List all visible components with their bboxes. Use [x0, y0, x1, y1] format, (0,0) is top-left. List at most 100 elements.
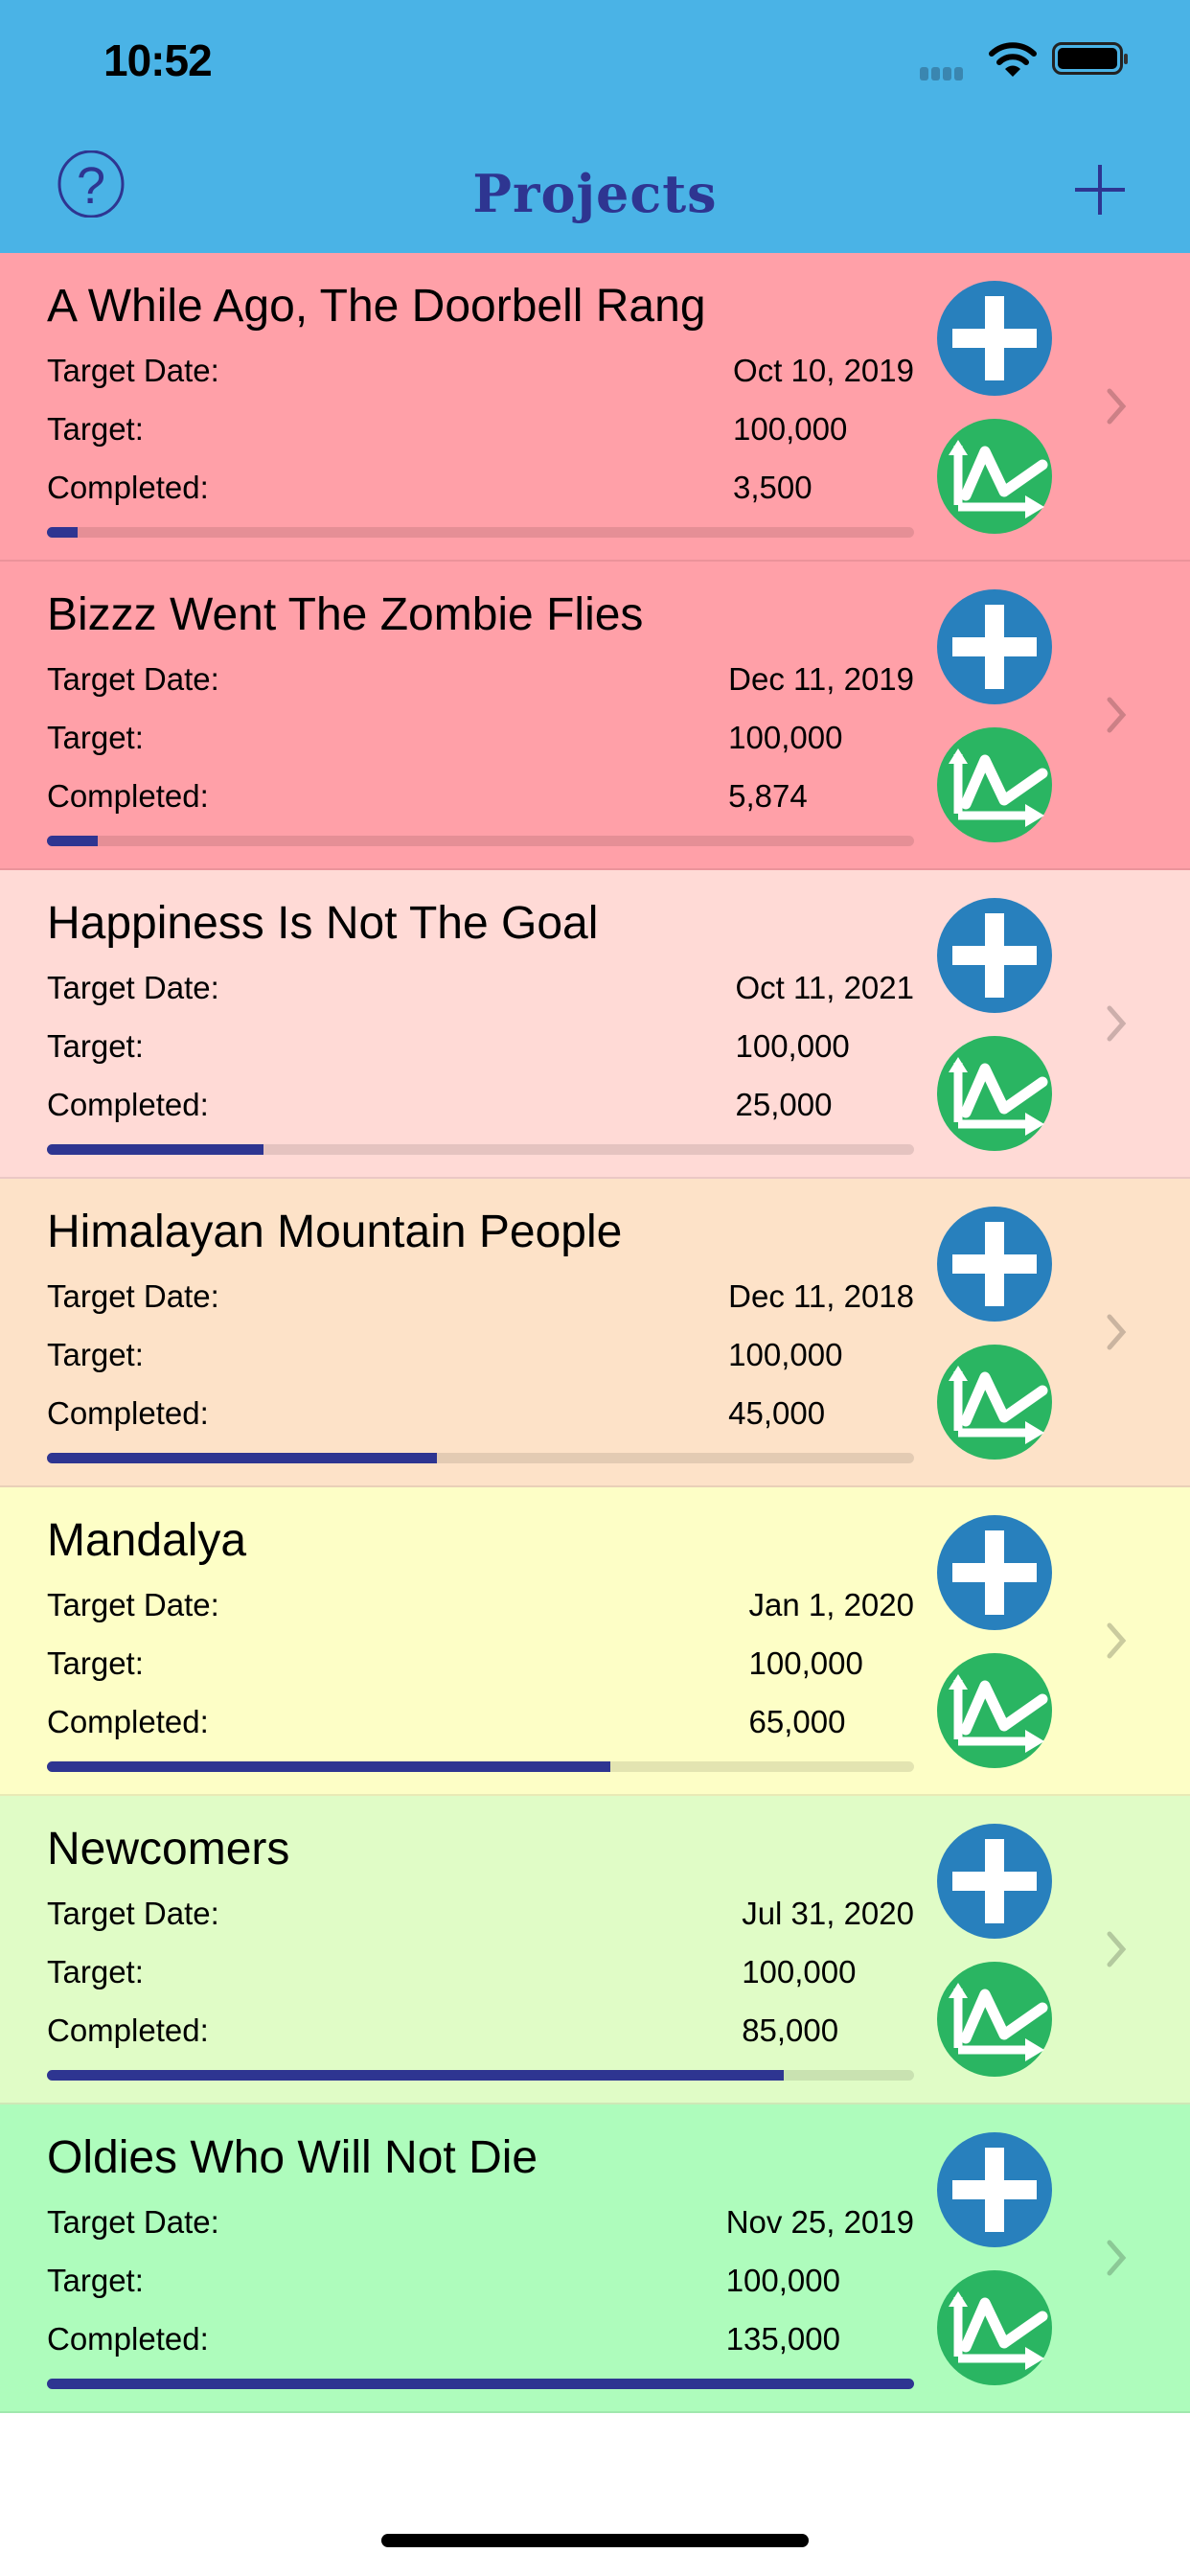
- target-label: Target:: [47, 2263, 144, 2298]
- target-value: 100,000: [725, 2263, 840, 2298]
- target-date-value: Nov 25, 2019: [725, 2204, 914, 2240]
- completed-value: 3,500: [733, 470, 812, 505]
- target-value: 100,000: [728, 1337, 843, 1372]
- progress-fill: [47, 2379, 914, 2389]
- add-progress-button[interactable]: [937, 898, 1052, 1013]
- completed-value: 65,000: [748, 1704, 846, 1739]
- add-progress-button[interactable]: [937, 1824, 1052, 1939]
- target-label: Target:: [47, 411, 144, 447]
- progress-bar: [47, 836, 914, 846]
- project-row[interactable]: Newcomers Target Date: Target: Completed…: [0, 1796, 1190, 2104]
- target-date-value: Jul 31, 2020: [742, 1896, 914, 1931]
- progress-fill: [47, 1144, 264, 1155]
- completed-label: Completed:: [47, 2321, 209, 2357]
- target-date-label: Target Date:: [47, 2204, 219, 2240]
- values-column: Oct 10, 2019 100,000 3,500: [733, 353, 914, 517]
- completed-label: Completed:: [47, 778, 209, 814]
- nav-bar: 10:52 ? Projects: [0, 0, 1190, 255]
- project-row[interactable]: Bizzz Went The Zombie Flies Target Date:…: [0, 562, 1190, 870]
- values-column: Dec 11, 2019 100,000 5,874: [728, 661, 914, 825]
- project-title: Bizzz Went The Zombie Flies: [47, 589, 644, 640]
- progress-bar: [47, 2379, 914, 2389]
- chart-button[interactable]: [937, 1036, 1052, 1151]
- home-indicator[interactable]: [381, 2534, 809, 2547]
- chevron-right-icon: [1107, 1005, 1127, 1042]
- target-value: 100,000: [735, 1028, 850, 1064]
- target-label: Target:: [47, 1028, 144, 1064]
- progress-bar: [47, 527, 914, 538]
- chevron-right-icon: [1107, 1622, 1127, 1659]
- signal-icon: [920, 67, 966, 85]
- project-row[interactable]: A While Ago, The Doorbell Rang Target Da…: [0, 253, 1190, 562]
- progress-fill: [47, 1453, 438, 1463]
- completed-value: 45,000: [728, 1395, 826, 1431]
- project-title: Newcomers: [47, 1824, 290, 1874]
- status-time: 10:52: [103, 35, 213, 85]
- target-date-value: Jan 1, 2020: [748, 1587, 914, 1622]
- chevron-right-icon: [1107, 388, 1127, 425]
- add-progress-button[interactable]: [937, 1515, 1052, 1630]
- values-column: Oct 11, 2021 100,000 25,000: [735, 970, 914, 1134]
- project-title: A While Ago, The Doorbell Rang: [47, 281, 706, 332]
- project-row[interactable]: Mandalya Target Date: Target: Completed:…: [0, 1487, 1190, 1796]
- target-label: Target:: [47, 1954, 144, 1990]
- wifi-icon: [989, 42, 1037, 77]
- completed-value: 85,000: [742, 2012, 839, 2048]
- chevron-right-icon: [1107, 697, 1127, 733]
- target-date-value: Oct 11, 2021: [735, 970, 914, 1005]
- chevron-right-icon: [1107, 1931, 1127, 1967]
- target-date-label: Target Date:: [47, 661, 219, 697]
- chart-button[interactable]: [937, 1345, 1052, 1460]
- chart-button[interactable]: [937, 1653, 1052, 1768]
- completed-label: Completed:: [47, 1395, 209, 1431]
- values-column: Nov 25, 2019 100,000 135,000: [726, 2204, 914, 2368]
- chart-button[interactable]: [937, 1962, 1052, 2077]
- target-label: Target:: [47, 1337, 144, 1372]
- add-progress-button[interactable]: [937, 589, 1052, 704]
- chart-button[interactable]: [937, 727, 1052, 842]
- add-progress-button[interactable]: [937, 1207, 1052, 1322]
- progress-fill: [47, 836, 99, 846]
- target-label: Target:: [47, 720, 144, 755]
- plus-icon[interactable]: [1071, 161, 1129, 218]
- project-row[interactable]: Oldies Who Will Not Die Target Date: Tar…: [0, 2104, 1190, 2413]
- add-progress-button[interactable]: [937, 2132, 1052, 2247]
- completed-label: Completed:: [47, 2012, 209, 2048]
- project-title: Mandalya: [47, 1515, 247, 1566]
- target-label: Target:: [47, 1645, 144, 1681]
- chevron-right-icon: [1107, 1314, 1127, 1350]
- progress-bar: [47, 2070, 914, 2081]
- completed-value: 135,000: [725, 2321, 840, 2357]
- completed-value: 25,000: [735, 1087, 833, 1122]
- target-date-label: Target Date:: [47, 1896, 219, 1931]
- completed-label: Completed:: [47, 1704, 209, 1739]
- target-date-value: Dec 11, 2018: [728, 1278, 914, 1314]
- question-circle-icon[interactable]: ?: [57, 150, 125, 218]
- values-column: Dec 11, 2018 100,000 45,000: [728, 1278, 914, 1442]
- battery-icon: [1052, 42, 1128, 75]
- progress-fill: [47, 2070, 785, 2081]
- chart-button[interactable]: [937, 2270, 1052, 2385]
- target-value: 100,000: [733, 411, 848, 447]
- progress-fill: [47, 527, 78, 538]
- project-row[interactable]: Himalayan Mountain People Target Date: T…: [0, 1179, 1190, 1487]
- project-title: Oldies Who Will Not Die: [47, 2132, 538, 2183]
- values-column: Jan 1, 2020 100,000 65,000: [749, 1587, 914, 1751]
- project-title: Happiness Is Not The Goal: [47, 898, 599, 949]
- add-progress-button[interactable]: [937, 281, 1052, 396]
- target-date-label: Target Date:: [47, 970, 219, 1005]
- project-row[interactable]: Happiness Is Not The Goal Target Date: T…: [0, 870, 1190, 1179]
- target-date-label: Target Date:: [47, 1278, 219, 1314]
- chevron-right-icon: [1107, 2240, 1127, 2276]
- progress-bar: [47, 1761, 914, 1772]
- target-date-label: Target Date:: [47, 353, 219, 388]
- values-column: Jul 31, 2020 100,000 85,000: [742, 1896, 914, 2059]
- target-date-value: Dec 11, 2019: [728, 661, 914, 697]
- project-title: Himalayan Mountain People: [47, 1207, 623, 1257]
- progress-bar: [47, 1453, 914, 1463]
- completed-value: 5,874: [728, 778, 808, 814]
- chart-button[interactable]: [937, 419, 1052, 534]
- page-title: Projects: [472, 163, 718, 224]
- target-date-value: Oct 10, 2019: [733, 353, 914, 388]
- target-value: 100,000: [742, 1954, 857, 1990]
